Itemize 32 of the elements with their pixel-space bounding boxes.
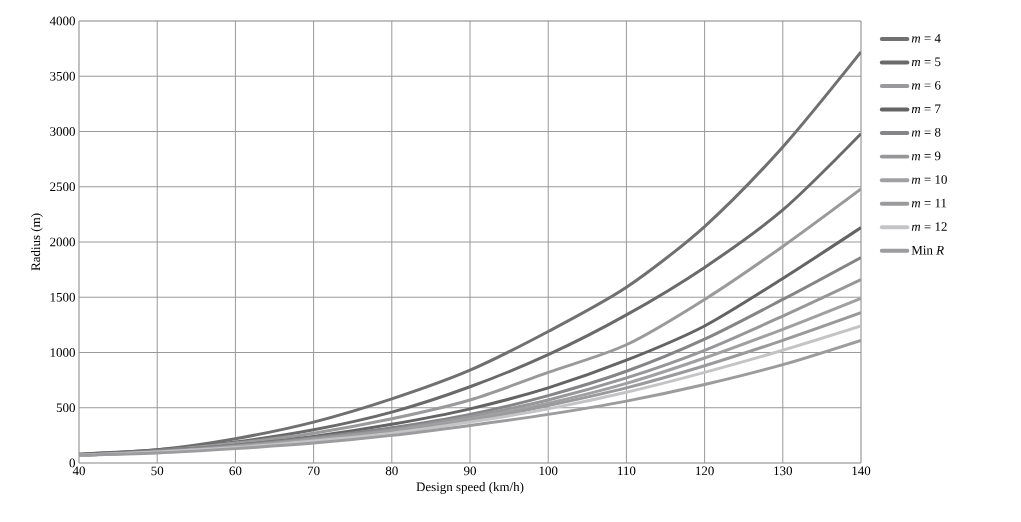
y-tick-label: 4000 xyxy=(49,16,75,26)
y-axis-title: Radius (m) xyxy=(31,213,43,271)
y-tick-label: 1000 xyxy=(50,348,75,357)
x-tick-label: 100 xyxy=(539,466,558,476)
x-tick-label: 120 xyxy=(696,466,714,476)
y-tick-label: 3000 xyxy=(50,127,75,136)
legend-label: m = 6 xyxy=(911,80,941,90)
x-axis-title: Design speed (km/h) xyxy=(416,482,524,494)
y-tick-label: 3500 xyxy=(50,71,75,81)
legend-label: m = 10 xyxy=(911,175,947,184)
legend-label: m = 9 xyxy=(911,151,941,161)
x-tick-label: 110 xyxy=(618,466,636,476)
x-tick-label: 40 xyxy=(72,466,85,476)
legend-label: m = 8 xyxy=(911,128,941,137)
legend-label: m = 4 xyxy=(911,34,941,43)
y-tick-label: 2500 xyxy=(50,182,75,192)
x-tick-label: 70 xyxy=(307,466,320,476)
legend-label: m = 12 xyxy=(911,222,947,231)
x-tick-label: 80 xyxy=(385,466,398,476)
y-tick-label: 500 xyxy=(56,403,75,413)
legend-label: m = 5 xyxy=(911,57,941,67)
x-tick-label: 140 xyxy=(852,466,871,476)
x-tick-label: 90 xyxy=(463,466,476,476)
legend-label: Min R xyxy=(911,245,944,255)
x-tick-label: 50 xyxy=(151,466,164,476)
x-tick-label: 60 xyxy=(229,466,242,476)
legend-label: m = 7 xyxy=(911,104,941,114)
y-tick-label: 2000 xyxy=(50,237,75,247)
y-tick-label: 0 xyxy=(69,458,75,468)
y-tick-label: 1500 xyxy=(50,292,75,302)
x-tick-label: 130 xyxy=(774,466,793,476)
legend-label: m = 11 xyxy=(911,198,947,208)
